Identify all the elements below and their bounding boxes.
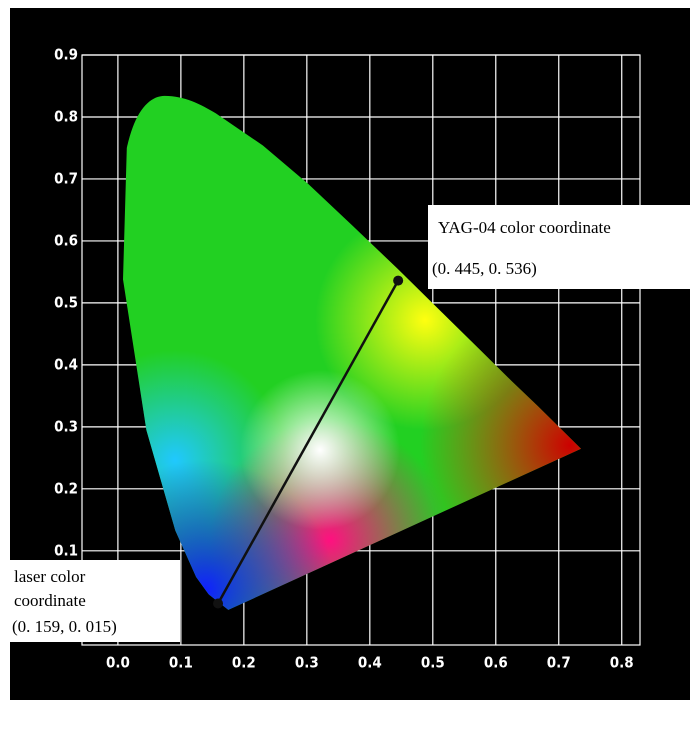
annotation-box <box>428 205 692 289</box>
y-tick-label: 0.9 <box>54 46 78 64</box>
y-tick-label: 0.5 <box>54 293 78 311</box>
annotation: (0. 445, 0. 536) <box>432 259 537 278</box>
x-tick-label: 0.4 <box>358 654 382 672</box>
annotation: YAG-04 color coordinate <box>438 218 611 237</box>
x-tick-label: 0.7 <box>547 654 571 672</box>
y-tick-label: 0.6 <box>54 231 78 249</box>
x-tick-label: 0.5 <box>421 654 445 672</box>
annotation: (0. 159, 0. 015) <box>12 617 117 636</box>
x-tick-label: 0.8 <box>610 654 634 672</box>
x-tick-label: 0.0 <box>106 654 130 672</box>
plot-frame <box>81 54 641 646</box>
y-tick-label: 0.7 <box>54 169 78 187</box>
y-tick-label: 0.8 <box>54 107 78 125</box>
x-tick-label: 0.3 <box>295 654 319 672</box>
y-tick-label: 0.2 <box>54 479 78 497</box>
point <box>393 275 404 286</box>
annotation-box <box>10 560 180 642</box>
y-tick-label: 0.3 <box>54 417 78 435</box>
y-tick-label: 0.4 <box>54 355 78 373</box>
point <box>213 598 224 609</box>
x-tick-label: 0.6 <box>484 654 508 672</box>
series-line <box>216 279 400 605</box>
y-tick-label: 0.1 <box>54 541 78 559</box>
x-tick-label: 0.2 <box>232 654 256 672</box>
x-tick-label: 0.1 <box>169 654 193 672</box>
annotation: laser color <box>14 567 86 586</box>
annotation: coordinate <box>14 591 86 610</box>
